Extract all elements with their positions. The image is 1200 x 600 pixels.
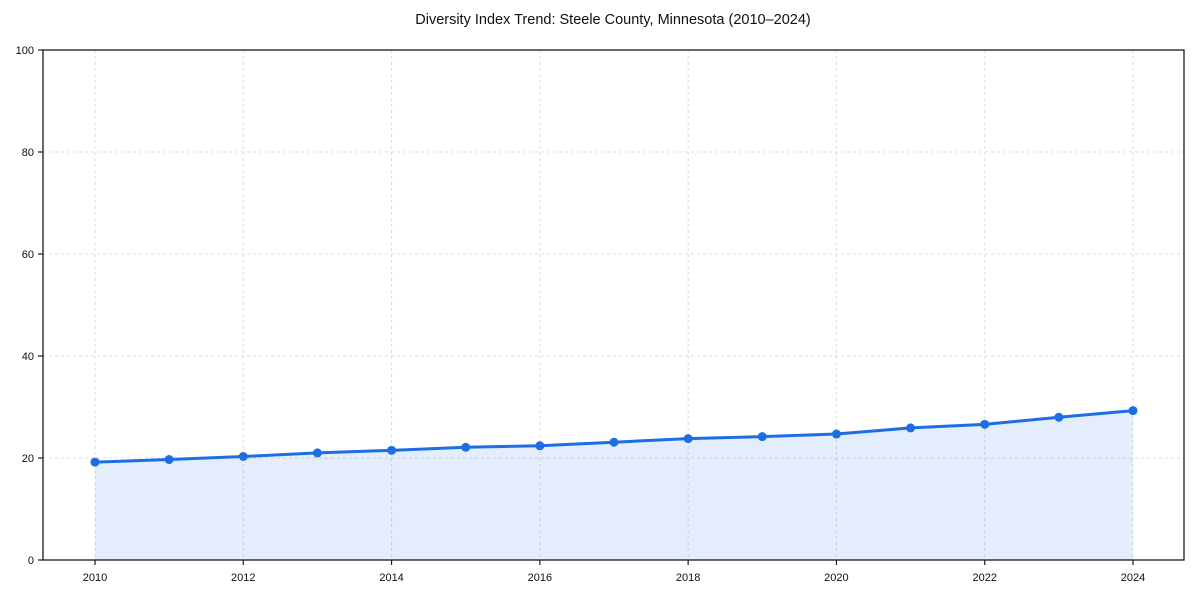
data-point bbox=[535, 441, 545, 451]
data-point bbox=[980, 419, 990, 429]
y-tick-label: 0 bbox=[28, 555, 34, 567]
data-point bbox=[387, 445, 397, 455]
data-point bbox=[238, 451, 248, 461]
x-tick-label: 2024 bbox=[1121, 572, 1145, 584]
x-tick-label: 2022 bbox=[972, 572, 996, 584]
data-point bbox=[90, 457, 100, 467]
x-tick-label: 2010 bbox=[83, 572, 107, 584]
series-layer bbox=[90, 406, 1138, 560]
data-point bbox=[609, 437, 619, 447]
data-point bbox=[906, 423, 916, 433]
data-point bbox=[461, 442, 471, 452]
y-tick-label: 80 bbox=[22, 147, 34, 159]
data-point bbox=[757, 432, 767, 442]
chart-title: Diversity Index Trend: Steele County, Mi… bbox=[415, 12, 810, 28]
y-tick-label: 20 bbox=[22, 453, 34, 465]
data-point bbox=[831, 429, 841, 439]
data-point bbox=[312, 448, 322, 458]
plot-border bbox=[42, 49, 1185, 561]
data-point bbox=[1128, 406, 1138, 416]
x-tick-label: 2014 bbox=[379, 572, 403, 584]
data-point bbox=[164, 455, 174, 465]
data-point bbox=[1054, 412, 1064, 422]
grid-layer bbox=[43, 50, 1184, 560]
y-tick-label: 100 bbox=[16, 45, 34, 57]
data-point bbox=[683, 434, 693, 444]
x-tick-label: 2016 bbox=[528, 572, 552, 584]
y-tick-label: 40 bbox=[22, 351, 34, 363]
x-tick-label: 2020 bbox=[824, 572, 848, 584]
area-fill bbox=[95, 410, 1133, 560]
axes-layer: 0 20 40 60 80 100 2010 2012 2014 2016 2018 2020 2022… bbox=[16, 45, 1185, 584]
x-tick-label: 2018 bbox=[676, 572, 700, 584]
x-tick-label: 2012 bbox=[231, 572, 255, 584]
y-tick-label: 60 bbox=[22, 249, 34, 261]
